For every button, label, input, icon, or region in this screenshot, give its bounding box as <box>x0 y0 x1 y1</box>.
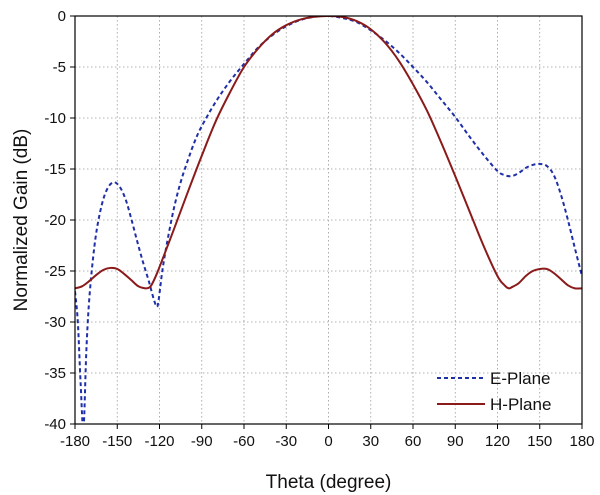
x-tick-label: -120 <box>144 433 174 450</box>
series-line-e-plane <box>75 16 582 424</box>
y-tick-labels: 0 -5 -10 -15 -20 -25 -30 -35 -40 <box>44 8 66 433</box>
axis-ticks <box>70 15 583 429</box>
y-tick-label: 0 <box>58 8 66 25</box>
legend-label-h-plane: H-Plane <box>490 395 551 414</box>
x-tick-label: -30 <box>275 433 297 450</box>
legend-label-e-plane: E-Plane <box>490 369 550 388</box>
y-tick-label: -20 <box>44 212 66 229</box>
grid <box>75 16 582 424</box>
x-tick-label: -60 <box>233 433 255 450</box>
x-tick-label: 30 <box>362 433 379 450</box>
y-tick-label: -10 <box>44 110 66 127</box>
y-tick-label: -25 <box>44 263 66 280</box>
x-tick-labels: -180 -150 -120 -90 -60 -30 0 30 60 90 120 150 180 <box>60 433 595 450</box>
x-tick-label: 150 <box>527 433 552 450</box>
y-tick-label: -35 <box>44 365 66 382</box>
y-tick-label: -5 <box>53 59 66 76</box>
x-tick-label: 0 <box>324 433 332 450</box>
y-tick-label: -15 <box>44 161 66 178</box>
series-layer <box>75 16 582 424</box>
x-tick-label: 60 <box>405 433 422 450</box>
y-tick-label: -30 <box>44 314 66 331</box>
x-tick-label: -180 <box>60 433 90 450</box>
y-tick-label: -40 <box>44 416 66 433</box>
x-axis-title: Theta (degree) <box>266 472 392 493</box>
legend: E-Plane H-Plane <box>437 369 551 414</box>
x-tick-label: -90 <box>191 433 213 450</box>
x-tick-label: 180 <box>569 433 594 450</box>
x-tick-label: 120 <box>485 433 510 450</box>
y-axis-title: Normalized Gain (dB) <box>11 129 32 312</box>
x-tick-label: 90 <box>447 433 464 450</box>
x-tick-label: -150 <box>102 433 132 450</box>
